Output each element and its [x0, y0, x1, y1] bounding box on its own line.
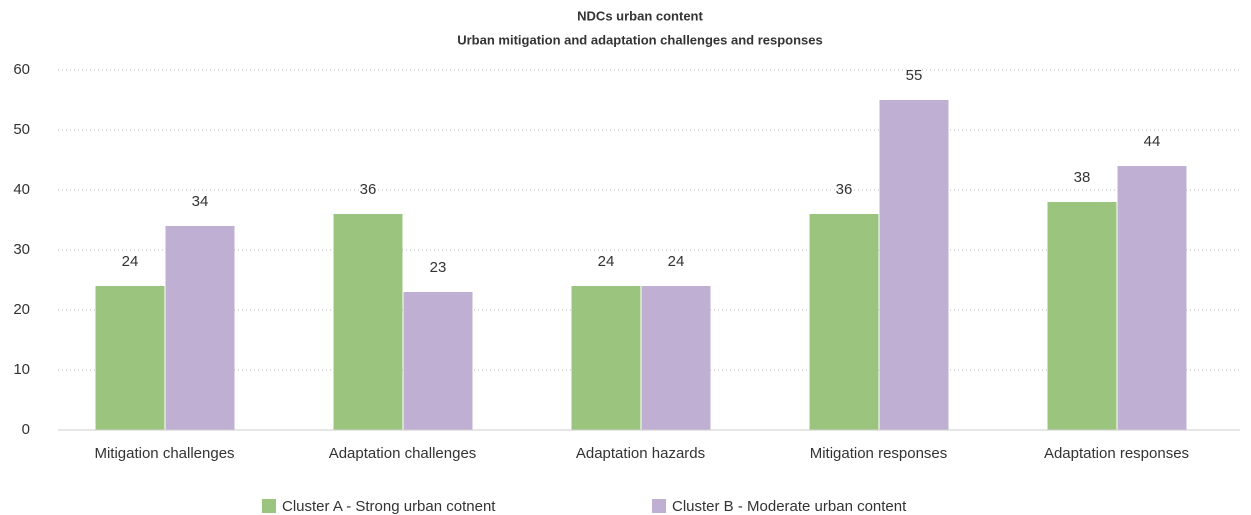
value-label: 34	[192, 193, 209, 210]
bar	[1117, 166, 1187, 430]
bar	[571, 286, 641, 430]
chart-title: NDCs urban content	[577, 8, 703, 23]
bar	[641, 286, 711, 430]
legend-label: Cluster A - Strong urban cotnent	[282, 498, 496, 515]
y-tick-label: 60	[13, 61, 30, 78]
y-tick-label: 40	[13, 181, 30, 198]
bar	[1047, 202, 1117, 430]
value-label: 24	[668, 253, 685, 270]
value-label: 23	[430, 259, 447, 276]
value-label: 36	[836, 181, 853, 198]
x-tick-label: Adaptation hazards	[576, 445, 705, 462]
bar	[879, 100, 949, 430]
value-label: 55	[906, 67, 923, 84]
y-tick-label: 50	[13, 121, 30, 138]
x-tick-label: Mitigation challenges	[94, 445, 234, 462]
value-label: 24	[122, 253, 139, 270]
value-label: 24	[598, 253, 615, 270]
x-tick-label: Adaptation challenges	[329, 445, 477, 462]
bar	[95, 286, 165, 430]
legend-label: Cluster B - Moderate urban content	[672, 498, 907, 515]
legend-swatch	[262, 499, 276, 513]
y-tick-label: 10	[13, 361, 30, 378]
y-tick-label: 30	[13, 241, 30, 258]
y-tick-label: 0	[22, 421, 30, 438]
x-tick-label: Mitigation responses	[810, 445, 948, 462]
bar	[333, 214, 403, 430]
bar	[403, 292, 473, 430]
y-tick-label: 20	[13, 301, 30, 318]
value-label: 38	[1074, 169, 1091, 186]
bar	[165, 226, 235, 430]
value-label: 36	[360, 181, 377, 198]
x-tick-label: Adaptation responses	[1044, 445, 1189, 462]
value-label: 44	[1144, 133, 1161, 150]
bar	[809, 214, 879, 430]
legend-swatch	[652, 499, 666, 513]
chart-subtitle: Urban mitigation and adaptation challeng…	[457, 32, 823, 47]
